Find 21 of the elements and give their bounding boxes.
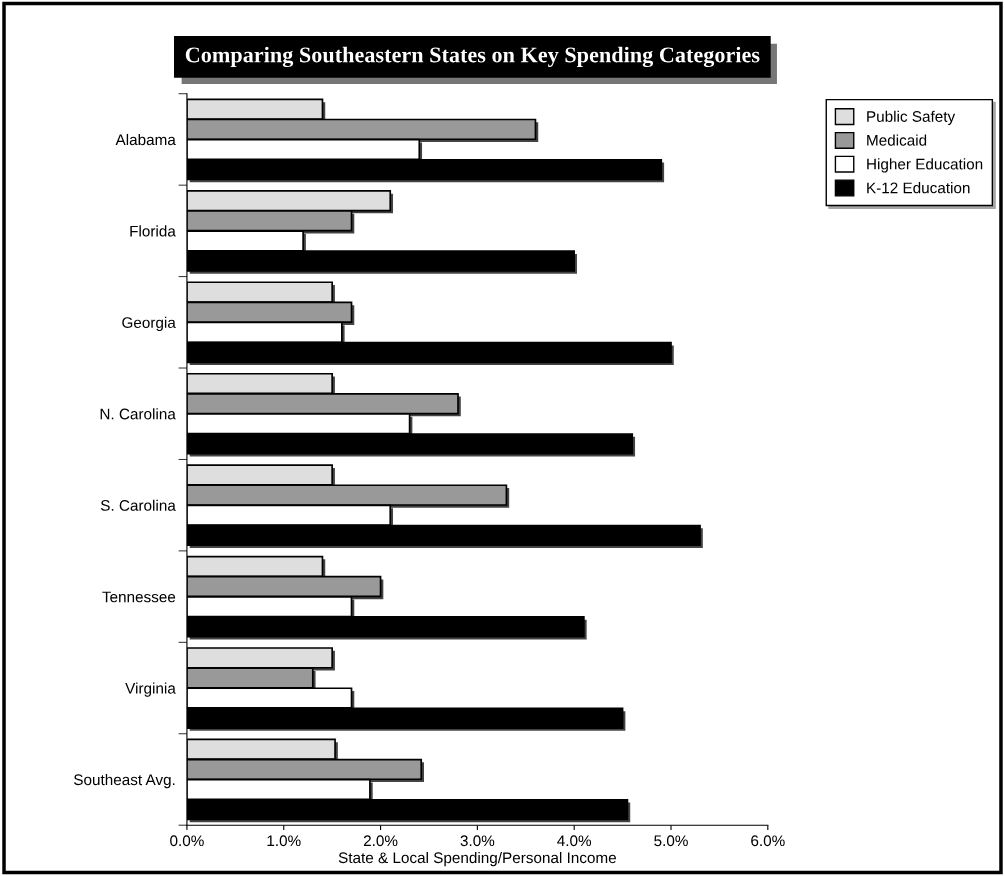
legend-label: Medicaid [867, 134, 927, 146]
legend-label: Higher Education [867, 158, 983, 173]
x-axis-title: State & Local Spending/Personal Income [338, 851, 616, 867]
y-tick-label: Georgia [122, 316, 176, 332]
x-tick-label: 5.0% [654, 835, 688, 847]
x-tick-label: 3.0% [460, 835, 495, 847]
y-tick-label: Tennessee [102, 591, 176, 603]
y-tick-label: Virginia [125, 682, 176, 697]
y-tick-label: S. Carolina [100, 499, 176, 511]
x-tick-label: 0.0% [170, 835, 204, 847]
x-tick-label: 1.0% [267, 835, 301, 847]
chart-title: Comparing Southeastern States on Key Spending Categories [185, 46, 760, 68]
legend-label: K-12 Education [867, 182, 970, 194]
y-tick-label: Florida [130, 225, 176, 237]
y-tick-label: Southeast Avg. [74, 773, 175, 789]
x-tick-label: 4.0% [557, 835, 592, 847]
y-tick-label: Alabama [115, 133, 176, 146]
y-tick-label: N. Carolina [100, 408, 176, 420]
x-tick-label: 2.0% [363, 835, 398, 847]
legend-label: Public Safety [867, 110, 956, 125]
x-tick-label: 6.0% [751, 835, 785, 847]
